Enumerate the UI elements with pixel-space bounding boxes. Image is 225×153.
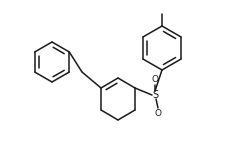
Text: S: S [152, 90, 158, 100]
Text: O: O [155, 110, 162, 119]
Text: O: O [151, 75, 158, 84]
